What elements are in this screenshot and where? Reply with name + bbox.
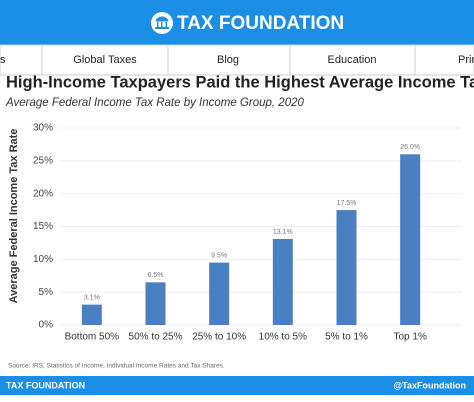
y-axis-label: Average Federal Income Tax Rate <box>8 129 20 304</box>
x-tick-label: 25% to 10% <box>192 332 246 343</box>
y-tick-label: 30% <box>33 123 53 134</box>
x-tick-label: 5% to 1% <box>325 332 368 343</box>
bar <box>209 262 230 325</box>
bar <box>145 282 166 325</box>
value-label: 13.1% <box>273 229 293 236</box>
nav-item[interactable]: Global Taxes <box>73 54 137 66</box>
y-tick-label: 10% <box>33 254 53 265</box>
logo-text[interactable]: TAX FOUNDATION <box>177 13 344 34</box>
logo-icon[interactable] <box>151 12 173 34</box>
nav-item[interactable]: Education <box>328 54 377 66</box>
y-tick-label: 25% <box>33 155 53 166</box>
bar <box>400 154 421 325</box>
value-label: 3.1% <box>84 294 100 301</box>
value-label: 9.5% <box>211 252 227 259</box>
y-tick-label: 20% <box>33 188 53 199</box>
chart-title: High-Income Taxpayers Paid the Highest A… <box>6 73 474 91</box>
x-tick-label: Top 1% <box>393 332 426 343</box>
source-note: Source: IRS, Statistics of Income, Indiv… <box>8 363 225 370</box>
x-tick-label: 10% to 5% <box>259 332 307 343</box>
nav-item[interactable]: s <box>0 54 6 66</box>
y-tick-label: 5% <box>39 287 54 298</box>
value-label: 17.5% <box>337 200 357 207</box>
x-tick-label: 50% to 25% <box>129 332 183 343</box>
nav-item[interactable]: Blog <box>217 54 239 66</box>
x-tick-label: Bottom 50% <box>65 332 120 343</box>
value-label: 26.0% <box>400 144 420 151</box>
bar <box>336 210 357 325</box>
value-label: 6.5% <box>148 272 164 279</box>
footer-bar <box>0 376 474 395</box>
nav-item[interactable]: Prin <box>458 54 474 66</box>
bar <box>272 238 293 325</box>
bar <box>81 304 102 325</box>
footer-left[interactable]: TAX FOUNDATION <box>6 380 85 390</box>
y-tick-label: 0% <box>39 320 54 331</box>
y-tick-label: 15% <box>33 221 53 232</box>
plot: 0% 5% 10% 15% 20% 25% 30% Bottom 50% 3.1% 50% to … <box>33 123 462 343</box>
header-bar <box>0 0 474 45</box>
chart-subtitle: Average Federal Income Tax Rate by Incom… <box>5 97 304 109</box>
footer-right[interactable]: @TaxFoundation <box>393 380 466 390</box>
nav-bar <box>0 44 474 76</box>
